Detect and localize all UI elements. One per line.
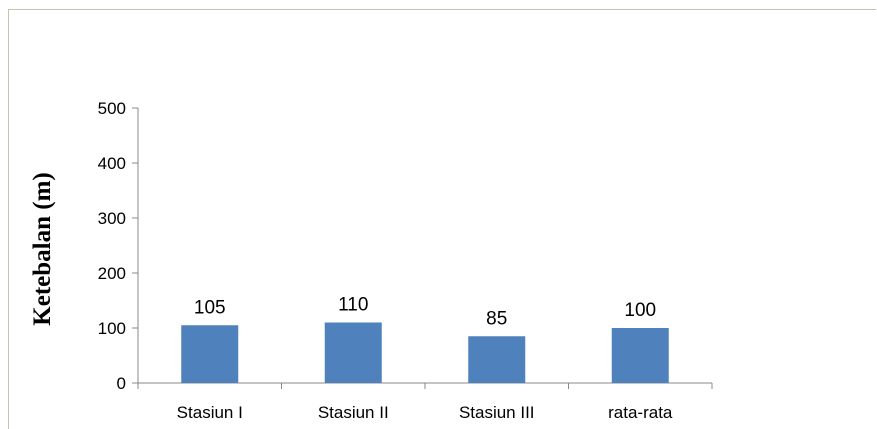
y-tick-label: 500 (98, 99, 126, 118)
bars (181, 322, 669, 383)
y-axis-label: Ketebalan (m) (29, 172, 56, 325)
bar (611, 328, 669, 383)
bar (181, 325, 239, 383)
y-tick-label: 400 (98, 154, 126, 173)
bar (468, 336, 526, 383)
x-ticks: Stasiun I Stasiun II Stasiun III rata-rata (137, 383, 713, 422)
x-tick-label: Stasiun I (177, 403, 243, 422)
chart-frame (8, 9, 876, 429)
y-ticks: 0 100 200 300 400 500 (98, 99, 138, 393)
x-tick-label: rata-rata (608, 403, 673, 422)
y-tick-label: 0 (117, 374, 126, 393)
y-tick-label: 200 (98, 264, 126, 283)
data-label: 105 (194, 297, 226, 318)
data-labels: 105 110 85 100 (194, 295, 656, 330)
x-tick-label: Stasiun III (459, 403, 535, 422)
data-label: 100 (624, 300, 656, 321)
data-label: 110 (338, 295, 368, 316)
bar (324, 322, 382, 383)
y-axis-label-group: Ketebalan (m) (29, 172, 56, 325)
data-label: 85 (486, 308, 507, 329)
x-tick-label: Stasiun II (318, 403, 389, 422)
y-tick-label: 100 (98, 319, 126, 338)
y-tick-label: 300 (98, 209, 126, 228)
